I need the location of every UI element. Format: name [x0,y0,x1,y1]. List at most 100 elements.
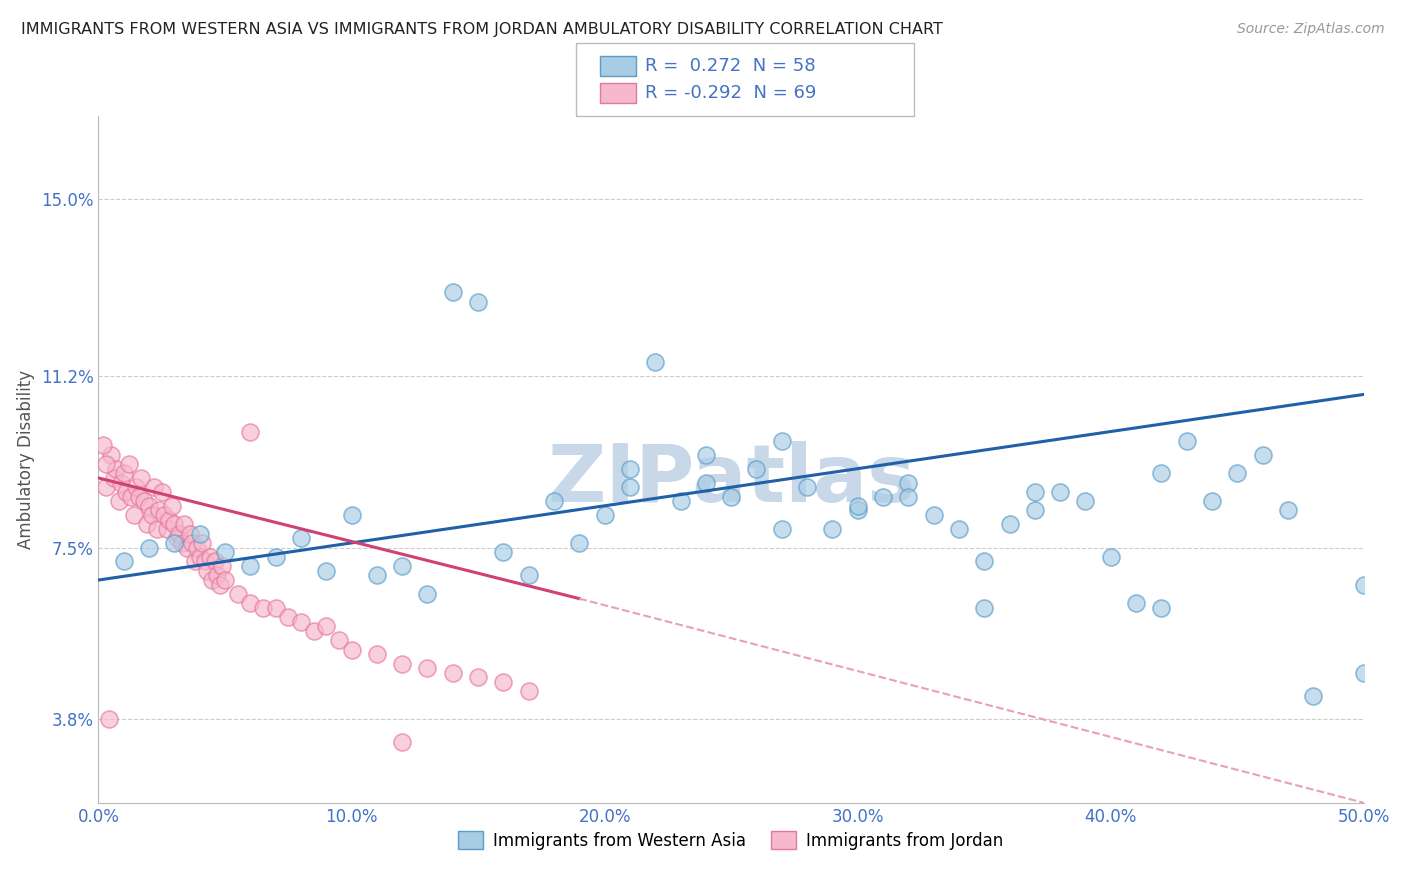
Point [846,503,869,517]
Point [290,531,312,545]
Point [1175,434,1198,448]
Point [720,490,742,504]
Point [198,549,221,564]
Point [695,448,717,462]
Point [135,517,157,532]
Point [131,471,153,485]
Point [517,684,540,698]
Point [201,573,224,587]
Point [1125,596,1147,610]
Point [467,671,489,685]
Point [264,549,287,564]
Point [391,735,413,749]
Point [188,526,211,541]
Point [100,448,122,462]
Point [93,438,115,452]
Point [1302,689,1324,703]
Point [340,508,363,522]
Point [143,480,166,494]
Point [163,536,186,550]
Point [208,577,231,591]
Point [416,661,439,675]
Point [1277,503,1299,517]
Point [118,457,141,471]
Point [186,541,208,555]
Point [1099,549,1122,564]
Point [194,554,217,568]
Point [948,522,970,536]
Point [973,554,995,568]
Point [644,355,666,369]
Point [148,503,170,517]
Point [195,564,218,578]
Point [156,522,179,536]
Point [138,499,160,513]
Point [173,517,195,532]
Point [492,675,515,690]
Point [290,615,312,629]
Point [619,461,641,475]
Point [122,508,145,522]
Point [922,508,945,522]
Text: Source: ZipAtlas.com: Source: ZipAtlas.com [1237,22,1385,37]
Point [543,494,565,508]
Point [141,508,163,522]
Point [796,480,818,494]
Text: R =  0.272  N = 58: R = 0.272 N = 58 [645,57,815,75]
Point [897,490,920,504]
Point [163,517,186,532]
Point [441,665,464,680]
Point [695,475,717,490]
Point [264,600,287,615]
Point [181,536,204,550]
Point [207,568,229,582]
Point [328,633,350,648]
Point [340,642,363,657]
Point [517,568,540,582]
Point [239,425,262,439]
Point [1024,484,1046,499]
Point [115,484,138,499]
Point [166,531,188,545]
Point [188,549,211,564]
Point [467,294,489,309]
Point [492,545,515,559]
Point [112,467,135,481]
Point [1201,494,1223,508]
Point [1251,448,1274,462]
Point [391,657,413,671]
Point [183,554,205,568]
Point [1150,467,1173,481]
Point [669,494,692,508]
Point [160,499,183,513]
Point [170,536,193,550]
Point [94,480,117,494]
Point [107,494,129,508]
Point [366,648,388,662]
Point [846,499,869,513]
Point [239,596,262,610]
Point [1074,494,1097,508]
Point [1226,467,1249,481]
Point [128,490,150,504]
Point [103,471,125,485]
Point [302,624,325,639]
Point [897,475,920,490]
Point [132,494,155,508]
Point [204,554,226,568]
Point [226,587,249,601]
Point [1353,665,1375,680]
Point [138,541,160,555]
Text: ZIPatlas: ZIPatlas [547,441,915,519]
Point [145,522,167,536]
Point [150,484,173,499]
Point [441,285,464,300]
Point [1024,503,1046,517]
Point [872,490,894,504]
Point [191,536,214,550]
Point [973,600,995,615]
Point [153,508,176,522]
Text: IMMIGRANTS FROM WESTERN ASIA VS IMMIGRANTS FROM JORDAN AMBULATORY DISABILITY COR: IMMIGRANTS FROM WESTERN ASIA VS IMMIGRAN… [21,22,943,37]
Point [391,559,413,574]
Point [745,461,768,475]
